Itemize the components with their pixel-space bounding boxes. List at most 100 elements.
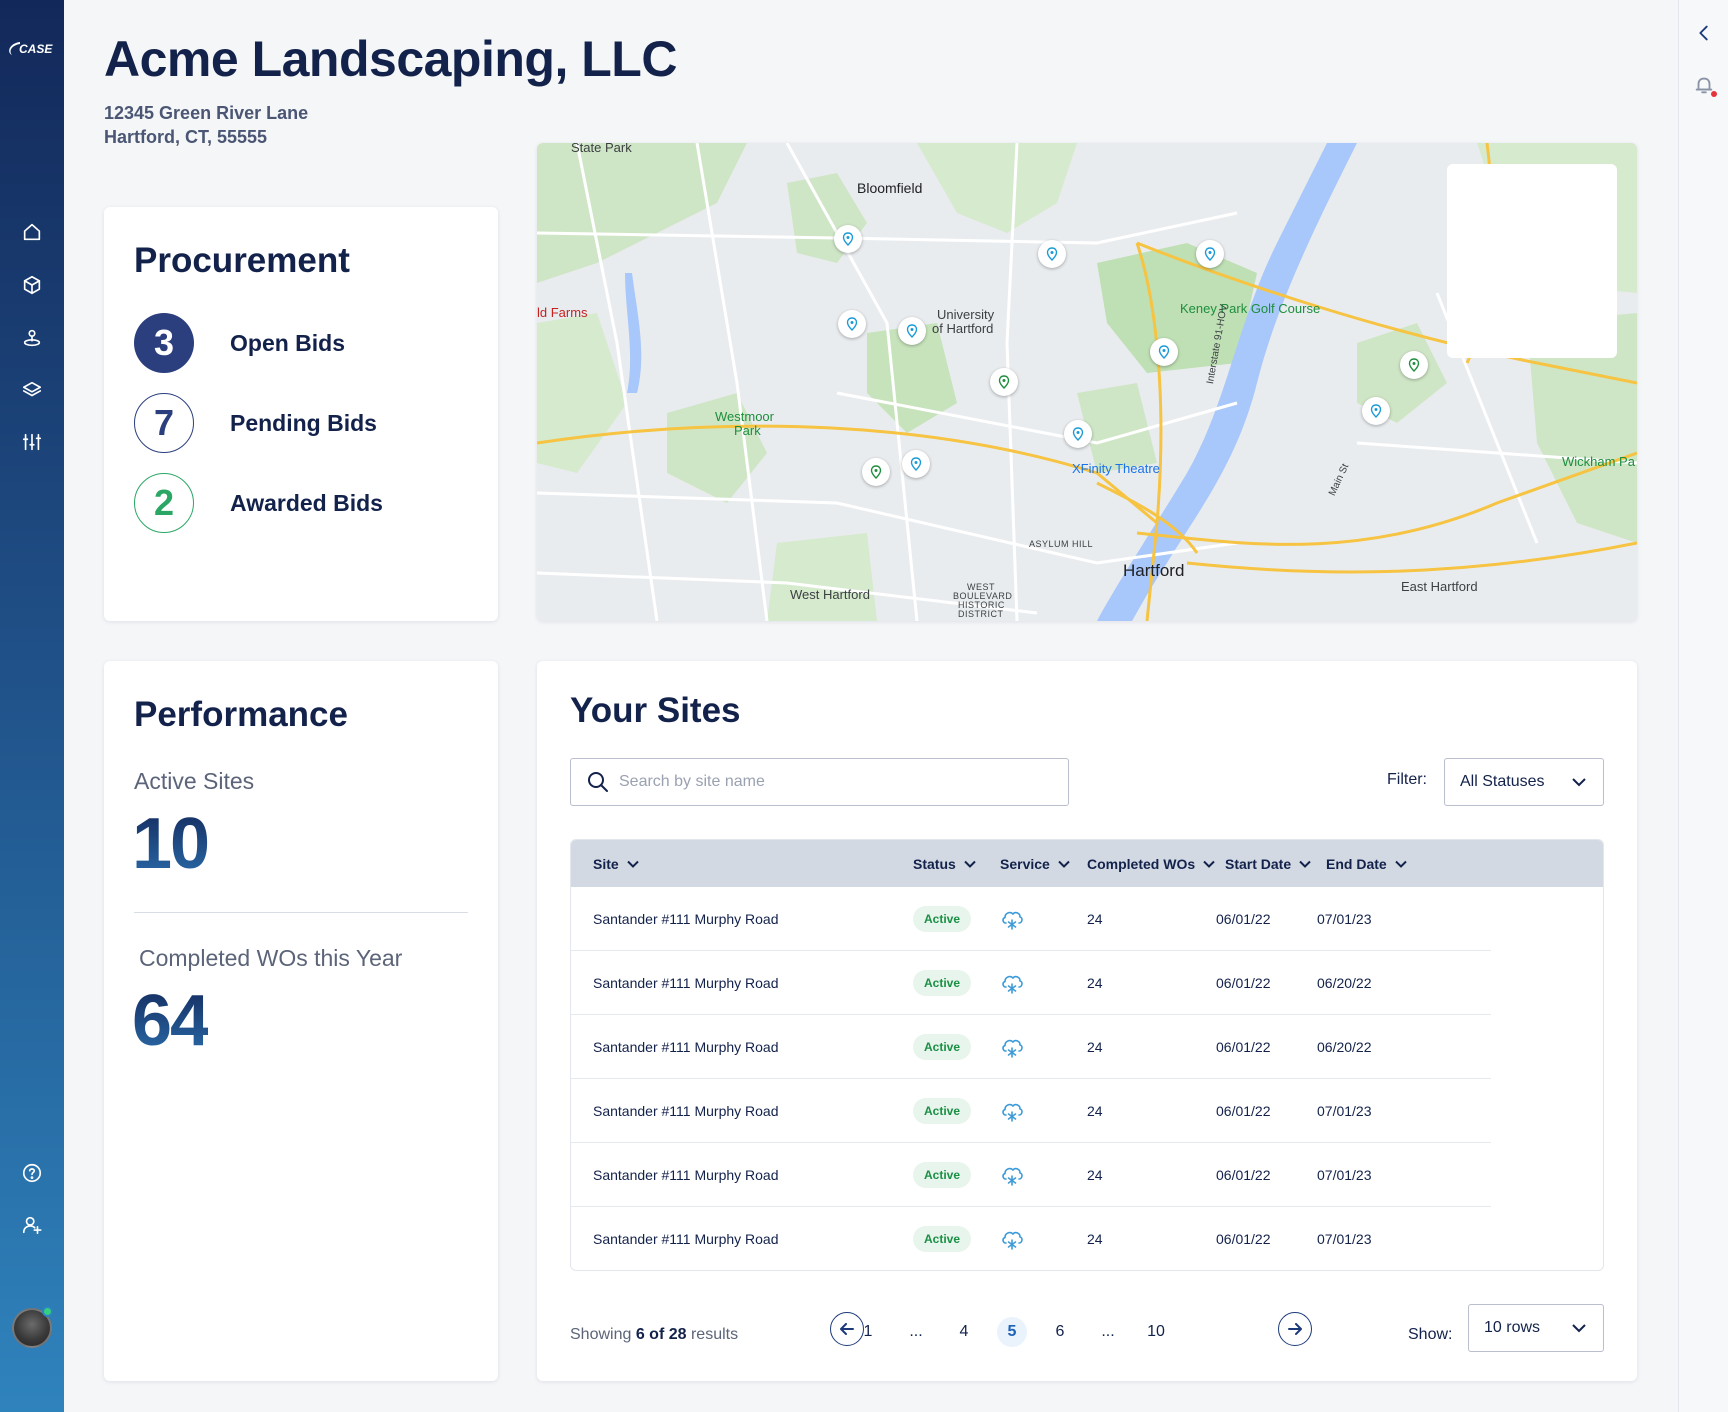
end-date-cell: 06/20/22 xyxy=(1317,1039,1372,1055)
snow-cloud-icon xyxy=(999,970,1025,996)
awarded-bids-count: 2 xyxy=(134,473,194,533)
site-pin[interactable] xyxy=(1150,338,1178,366)
sites-card: Your Sites Filter: All Statuses Site Sta… xyxy=(537,661,1637,1381)
page-1[interactable]: 1 xyxy=(863,1323,873,1340)
site-pin[interactable] xyxy=(990,368,1018,396)
company-name: Acme Landscaping, LLC xyxy=(104,31,677,87)
page-10[interactable]: 10 xyxy=(1147,1323,1165,1340)
search-input[interactable] xyxy=(619,773,1039,791)
sort-chevron-icon xyxy=(1203,860,1215,868)
performance-divider xyxy=(134,912,468,913)
table-row[interactable]: Santander #111 Murphy Road Active 24 06/… xyxy=(571,951,1491,1015)
box-icon[interactable] xyxy=(16,269,48,301)
page-5[interactable]: 5 xyxy=(997,1317,1027,1347)
column-header-label: End Date xyxy=(1326,856,1387,872)
page-4[interactable]: 4 xyxy=(959,1323,969,1340)
column-header-end-date[interactable]: End Date xyxy=(1326,856,1407,872)
site-cell: Santander #111 Murphy Road xyxy=(593,975,779,991)
pending-bids-row[interactable]: 7 Pending Bids xyxy=(134,393,377,453)
site-pin[interactable] xyxy=(898,317,926,345)
site-pin[interactable] xyxy=(1038,240,1066,268)
column-header-service[interactable]: Service xyxy=(1000,856,1070,872)
help-icon[interactable] xyxy=(16,1157,48,1189)
map-label-east-hartford: East Hartford xyxy=(1401,579,1478,594)
map-pin-icon xyxy=(998,375,1010,389)
column-header-status[interactable]: Status xyxy=(913,856,976,872)
awarded-bids-row[interactable]: 2 Awarded Bids xyxy=(134,473,383,533)
column-header-label: Status xyxy=(913,856,956,872)
table-row[interactable]: Santander #111 Murphy Road Active 24 06/… xyxy=(571,1015,1491,1079)
add-user-icon[interactable] xyxy=(16,1209,48,1241)
snow-cloud-icon xyxy=(999,1098,1025,1124)
map-label-university-2: of Hartford xyxy=(932,321,994,336)
column-header-completed[interactable]: Completed WOs xyxy=(1087,856,1215,872)
column-header-site[interactable]: Site xyxy=(593,856,639,872)
online-status-dot xyxy=(42,1306,53,1317)
site-pin[interactable] xyxy=(862,458,890,486)
map-label-keney-park: Keney Park Golf Course xyxy=(1180,301,1321,316)
pending-bids-count: 7 xyxy=(134,393,194,453)
case-logo[interactable]: CASE xyxy=(6,38,58,60)
avatar[interactable] xyxy=(12,1308,52,1348)
map-label-hartford: Hartford xyxy=(1123,561,1185,580)
start-date-cell: 06/01/22 xyxy=(1216,975,1271,991)
snow-cloud-icon xyxy=(999,1034,1025,1060)
map-label-west-hartford: West Hartford xyxy=(790,587,870,602)
procurement-title: Procurement xyxy=(134,241,350,280)
next-page-button[interactable] xyxy=(1278,1312,1312,1346)
map-label-asylum-hill: ASYLUM HILL xyxy=(1029,539,1094,549)
sort-chevron-icon xyxy=(1058,860,1070,868)
site-pin[interactable] xyxy=(834,225,862,253)
site-pin[interactable] xyxy=(1196,240,1224,268)
site-search[interactable] xyxy=(570,758,1069,806)
column-header-label: Completed WOs xyxy=(1087,856,1196,872)
sliders-icon[interactable] xyxy=(16,426,48,458)
site-pin[interactable] xyxy=(838,310,866,338)
collapse-chevron-icon[interactable] xyxy=(1691,20,1717,46)
site-pin[interactable] xyxy=(1400,351,1428,379)
table-row[interactable]: Santander #111 Murphy Road Active 24 06/… xyxy=(571,1079,1491,1143)
procurement-card: Procurement 3 Open Bids 7 Pending Bids 2… xyxy=(104,207,498,621)
arrow-right-icon xyxy=(1288,1323,1302,1335)
home-icon[interactable] xyxy=(16,216,48,248)
snow-cloud-icon xyxy=(999,906,1025,932)
page-6[interactable]: 6 xyxy=(1055,1323,1065,1340)
end-date-cell: 07/01/23 xyxy=(1317,1231,1372,1247)
site-pin[interactable] xyxy=(902,450,930,478)
layers-icon[interactable] xyxy=(16,374,48,406)
end-date-cell: 07/01/23 xyxy=(1317,911,1372,927)
open-bids-row[interactable]: 3 Open Bids xyxy=(134,313,345,373)
map-label-xfinity: XFinity Theatre xyxy=(1072,461,1160,476)
location-person-icon[interactable] xyxy=(16,322,48,354)
search-icon xyxy=(588,772,608,792)
column-header-start-date[interactable]: Start Date xyxy=(1225,856,1311,872)
column-header-label: Service xyxy=(1000,856,1050,872)
pending-bids-label: Pending Bids xyxy=(230,409,377,436)
sites-map[interactable]: State Park Bloomfield ld Farms Universit… xyxy=(537,143,1637,621)
results-count: 6 of 28 xyxy=(635,1326,687,1343)
right-rail xyxy=(1678,0,1728,1412)
status-badge: Active xyxy=(913,1162,972,1188)
performance-title: Performance xyxy=(134,695,348,734)
map-label-west-boulevard-3: HISTORIC xyxy=(958,600,1005,610)
completed-cell: 24 xyxy=(1087,1039,1103,1055)
rows-per-page-select[interactable]: 10 rows xyxy=(1468,1304,1604,1352)
table-row[interactable]: Santander #111 Murphy Road Active 24 06/… xyxy=(571,1207,1491,1270)
map-background xyxy=(537,143,1637,621)
site-pin[interactable] xyxy=(1064,420,1092,448)
rows-per-page-value: 10 rows xyxy=(1484,1319,1541,1336)
show-label: Show: xyxy=(1408,1326,1453,1343)
status-filter-select[interactable]: All Statuses xyxy=(1444,758,1604,806)
site-pin[interactable] xyxy=(1362,397,1390,425)
sort-chevron-icon xyxy=(626,860,639,868)
table-header: Site Status Service Completed WOs Start … xyxy=(571,840,1603,887)
map-label-westmoor-2: Park xyxy=(734,423,761,438)
snow-cloud-icon xyxy=(999,1162,1025,1188)
completed-cell: 24 xyxy=(1087,1103,1103,1119)
bell-icon[interactable] xyxy=(1691,72,1717,98)
table-row[interactable]: Santander #111 Murphy Road Active 24 06/… xyxy=(571,887,1491,951)
prev-page-button[interactable] xyxy=(830,1312,864,1346)
table-row[interactable]: Santander #111 Murphy Road Active 24 06/… xyxy=(571,1143,1491,1207)
start-date-cell: 06/01/22 xyxy=(1216,911,1271,927)
map-pin-icon xyxy=(1408,358,1420,372)
